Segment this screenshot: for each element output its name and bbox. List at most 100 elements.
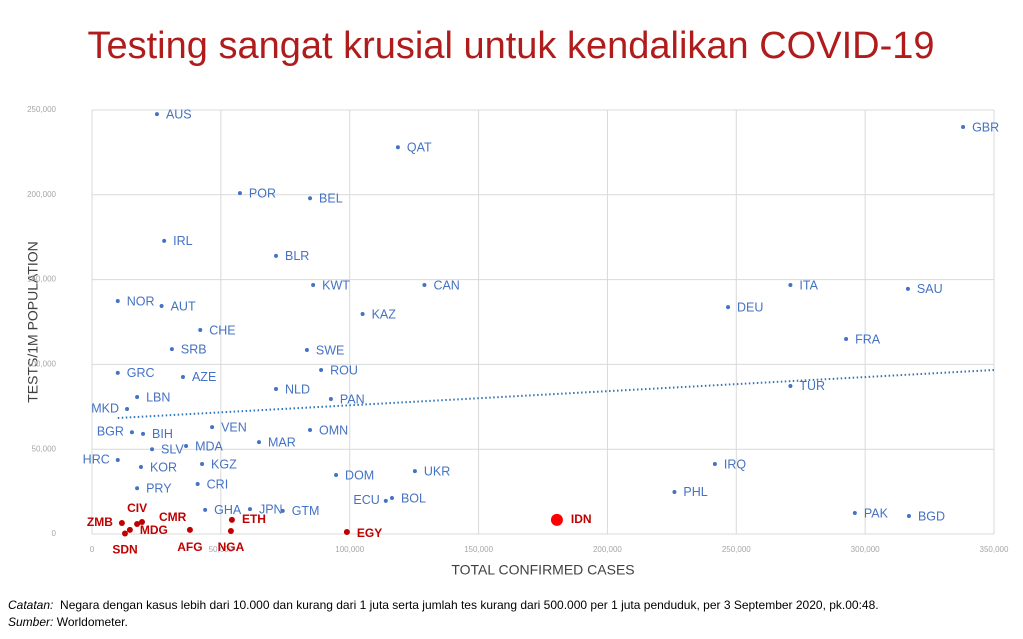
source-text: Worldometer. <box>56 615 128 629</box>
point <box>274 386 279 391</box>
point <box>961 124 966 129</box>
point-label: SRB <box>181 342 207 356</box>
point-label: UKR <box>424 464 450 478</box>
point-label: DOM <box>345 468 374 482</box>
point-label: JPN <box>259 502 283 516</box>
point-label: MKD <box>91 401 119 415</box>
point <box>672 489 677 494</box>
point <box>141 431 146 436</box>
point <box>844 336 849 341</box>
note: Catatan: Negara dengan kasus lebih dari … <box>8 598 879 612</box>
point-label: NGA <box>218 540 245 554</box>
point <box>150 447 155 452</box>
point <box>121 530 128 537</box>
point <box>274 253 279 258</box>
point-label: ZMB <box>87 515 113 529</box>
point-label: BEL <box>319 191 343 205</box>
point <box>328 396 333 401</box>
note-label: Catatan: <box>8 598 54 612</box>
point <box>550 513 563 526</box>
point <box>304 347 309 352</box>
point-label: POR <box>249 186 276 200</box>
point-label: QAT <box>407 141 432 155</box>
point-label: BGR <box>97 425 124 439</box>
point-label: PRY <box>146 482 172 496</box>
x-tick-label: 50,000 <box>209 545 234 554</box>
point-label: KOR <box>150 460 177 474</box>
x-tick-label: 250,000 <box>722 545 751 554</box>
point <box>280 508 285 513</box>
point-label: VEN <box>221 420 247 434</box>
point-label: KGZ <box>211 457 237 471</box>
point-label: LBN <box>146 390 170 404</box>
point-label: TUR <box>799 379 825 393</box>
y-tick-label: 0 <box>52 529 57 538</box>
point-label: NOR <box>127 294 155 308</box>
x-tick-label: 0 <box>90 545 95 554</box>
point <box>210 425 215 430</box>
point <box>308 196 313 201</box>
x-tick-label: 350,000 <box>980 545 1009 554</box>
x-axis-label: TOTAL CONFIRMED CASES <box>451 562 634 578</box>
point <box>256 440 261 445</box>
point <box>138 518 145 525</box>
y-tick-label: 200,000 <box>27 190 56 199</box>
point <box>906 514 911 519</box>
point-label: IDN <box>571 512 592 526</box>
point <box>788 383 793 388</box>
point <box>154 112 159 117</box>
point-label: KAZ <box>372 307 397 321</box>
point-label: OMN <box>319 423 348 437</box>
chart: Testing sangat krusial untuk kendalikan … <box>25 25 1009 578</box>
point <box>308 428 313 433</box>
point <box>227 527 234 534</box>
point <box>319 367 324 372</box>
point-label: AFG <box>177 540 202 554</box>
point-label: CAN <box>433 278 459 292</box>
point <box>389 496 394 501</box>
point-label: GHA <box>214 503 242 517</box>
point <box>115 458 120 463</box>
point <box>334 472 339 477</box>
point <box>186 526 193 533</box>
point <box>184 443 189 448</box>
point-label: CRI <box>207 477 229 491</box>
point-label: BOL <box>401 491 426 505</box>
trendline <box>117 368 995 419</box>
point <box>135 394 140 399</box>
point <box>115 370 120 375</box>
point-label: AUS <box>166 107 192 121</box>
point-label: NLD <box>285 382 310 396</box>
point <box>159 304 164 309</box>
point-label: SAU <box>917 282 943 296</box>
point-label: CHE <box>209 323 235 337</box>
point <box>125 407 130 412</box>
point-label: MAR <box>268 435 296 449</box>
point-label: SDN <box>112 543 137 557</box>
point <box>169 347 174 352</box>
point <box>203 507 208 512</box>
point <box>129 430 134 435</box>
point-label: ETH <box>242 512 266 526</box>
point <box>412 469 417 474</box>
point <box>200 461 205 466</box>
point-label: ROU <box>330 363 358 377</box>
y-axis-label: TESTS/1M POPULATION <box>25 241 41 403</box>
point <box>198 327 203 332</box>
point <box>311 283 316 288</box>
y-tick-label: 250,000 <box>27 105 56 114</box>
point <box>228 516 235 523</box>
point-label: AUT <box>171 299 196 313</box>
point <box>118 519 125 526</box>
point <box>138 465 143 470</box>
point-label: EGY <box>357 526 382 540</box>
point-label: BLR <box>285 249 309 263</box>
point-label: GTM <box>292 504 320 518</box>
point-label: SLV <box>161 442 184 456</box>
point <box>237 191 242 196</box>
point-label: SWE <box>316 343 344 357</box>
point-label: MDA <box>195 439 223 453</box>
y-tick-label: 100,000 <box>27 360 56 369</box>
point <box>134 520 141 527</box>
